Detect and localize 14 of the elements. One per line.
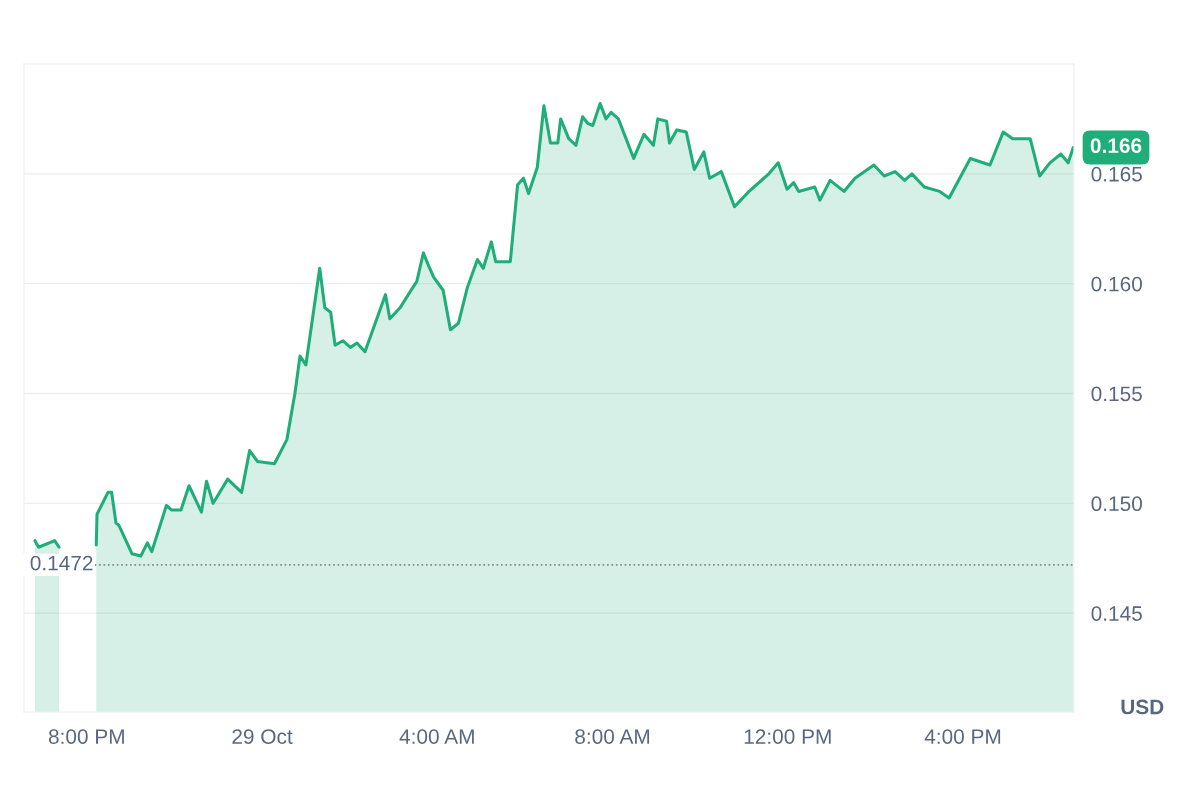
x-tick-label: 4:00 PM (924, 729, 1001, 744)
x-tick-label: 12:00 PM (744, 729, 831, 744)
x-tick-label: 8:00 PM (48, 729, 124, 744)
ref-line-label: 0.1472 (30, 555, 93, 571)
y-axis-title: USD (1121, 699, 1164, 715)
y-tick-label: 0.160 (1091, 276, 1142, 292)
x-tick-label: 4:00 AM (399, 729, 474, 744)
y-tick-label: 0.155 (1091, 386, 1142, 402)
x-tick-label: 8:00 AM (575, 729, 650, 744)
annotation: 0.166 (1090, 138, 1142, 154)
x-tick-label: 29 Oct (232, 729, 293, 744)
y-tick-label: 0.150 (1091, 496, 1142, 512)
y-tick-label: 0.165 (1091, 166, 1142, 182)
y-tick-label: 0.145 (1091, 606, 1142, 621)
